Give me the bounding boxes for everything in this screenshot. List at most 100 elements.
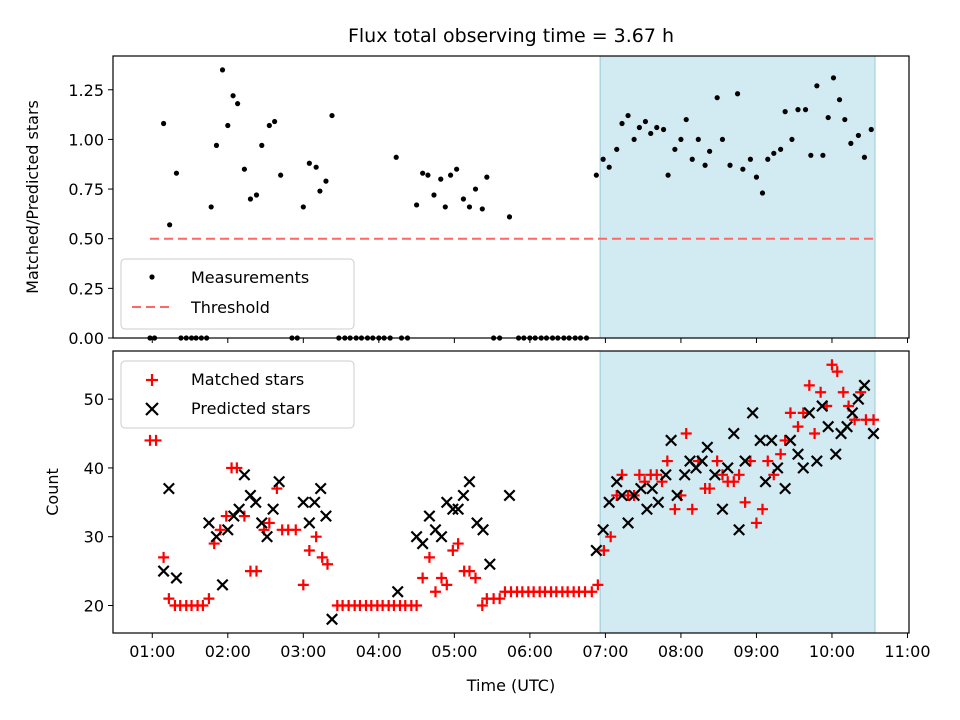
- predicted-star-point: [846, 406, 859, 419]
- measurement-point: [313, 164, 319, 170]
- measurement-point: [606, 164, 612, 170]
- matched-star-point: [605, 531, 617, 543]
- predicted-star-point: [162, 482, 175, 495]
- matched-star-point: [750, 517, 762, 529]
- predicted-star-point: [610, 475, 623, 488]
- measurement-point: [747, 156, 754, 162]
- matched-star-point: [452, 538, 464, 550]
- measurement-point: [241, 166, 248, 172]
- measurement-point: [631, 136, 637, 143]
- matched-star-point: [586, 586, 598, 598]
- predicted-star-point: [803, 406, 816, 419]
- top-legend: Measurements Threshold: [120, 258, 355, 330]
- measurement-point: [825, 114, 831, 121]
- predicted-star-point: [303, 516, 316, 529]
- measurement-point: [759, 190, 766, 196]
- measurement-point: [740, 166, 746, 172]
- matched-stars-points: [144, 359, 880, 611]
- matched-star-point: [792, 421, 804, 433]
- matched-star-point: [826, 359, 838, 371]
- predicted-star-point: [221, 523, 234, 536]
- measurement-point: [672, 146, 678, 152]
- measurement-point: [707, 148, 713, 154]
- matched-star-point: [494, 593, 506, 605]
- matched-star-point: [250, 565, 262, 577]
- predicted-star-point: [754, 434, 767, 447]
- measurement-point: [771, 150, 777, 156]
- matched-star-point: [797, 407, 809, 419]
- measurement-point: [225, 122, 231, 129]
- matched-star-point: [423, 551, 435, 563]
- x-tick-label: 09:00: [733, 642, 779, 661]
- legend-matched-label: Matched stars: [191, 370, 304, 389]
- predicted-star-point: [797, 461, 810, 474]
- measurement-point: [848, 140, 854, 146]
- predicted-star-point: [261, 530, 274, 543]
- measurement-point: [278, 172, 284, 178]
- y-tick-label: 0.25: [68, 279, 104, 298]
- measurement-point: [765, 156, 771, 162]
- measurement-point: [454, 166, 460, 172]
- x-tick-label: 02:00: [205, 642, 251, 661]
- matched-star-point: [661, 455, 673, 467]
- x-tick-label: 07:00: [582, 642, 628, 661]
- matched-star-point: [815, 386, 827, 398]
- y-tick-label: 30: [84, 528, 104, 547]
- predicted-star-point: [622, 516, 635, 529]
- bottom-highlight-region: [599, 350, 876, 634]
- measurement-point: [719, 136, 726, 143]
- predicted-star-point: [457, 489, 470, 502]
- legend-predicted-label: Predicted stars: [191, 399, 311, 418]
- matched-star-point: [784, 407, 796, 419]
- measurement-point: [660, 126, 667, 133]
- matched-star-point: [611, 489, 623, 501]
- x-tick-label: 01:00: [129, 642, 175, 661]
- matched-star-point: [716, 469, 728, 481]
- measurement-point: [272, 118, 278, 125]
- predicted-star-point: [784, 434, 797, 447]
- matched-star-point: [704, 483, 716, 495]
- bottom-y-axis-label: Count: [43, 468, 62, 516]
- predicted-star-point: [477, 523, 490, 536]
- predicted-star-point: [640, 503, 653, 516]
- measurement-point: [425, 172, 431, 178]
- y-tick-label: 40: [84, 459, 104, 478]
- y-tick-label: 1.25: [68, 81, 104, 100]
- predicted-star-point: [739, 455, 752, 468]
- legend-measurements-marker: [149, 274, 155, 280]
- predicted-star-point: [210, 530, 223, 543]
- measurement-point: [259, 142, 265, 148]
- measurement-point: [842, 116, 848, 123]
- measurement-point: [466, 204, 473, 210]
- predicted-star-point: [463, 475, 476, 488]
- matched-star-point: [803, 379, 815, 391]
- predicted-star-point: [665, 434, 678, 447]
- measurement-point: [734, 91, 741, 97]
- predicted-star-point: [326, 613, 338, 626]
- matched-star-point: [321, 558, 333, 570]
- x-tick-label: 06:00: [507, 642, 553, 661]
- matched-star-point: [837, 386, 849, 398]
- top-legend-box: [120, 258, 355, 330]
- matched-star-point: [290, 524, 302, 536]
- measurement-point: [479, 206, 485, 212]
- bottom-legend: Matched stars Predicted stars: [120, 360, 355, 429]
- predicted-star-point: [792, 448, 804, 461]
- predicted-star-point: [779, 482, 792, 495]
- matched-star-point: [651, 469, 663, 481]
- predicted-star-point: [746, 406, 759, 419]
- matched-star-point: [831, 366, 843, 378]
- x-tick-label: 10:00: [809, 642, 855, 661]
- predicted-star-point: [267, 503, 280, 516]
- x-axis-label: Time (UTC): [466, 676, 555, 695]
- bottom-y-axis-ticks: 20 30 40 50: [84, 390, 113, 615]
- predicted-star-point: [634, 482, 647, 495]
- predicted-star-point: [238, 468, 251, 481]
- matched-star-point: [150, 434, 162, 446]
- predicted-star-point: [852, 393, 865, 406]
- predicted-star-point: [391, 585, 404, 598]
- predicted-star-point: [255, 516, 268, 529]
- measurement-point: [253, 192, 260, 198]
- matched-star-point: [739, 496, 751, 508]
- matched-star-point: [762, 455, 774, 467]
